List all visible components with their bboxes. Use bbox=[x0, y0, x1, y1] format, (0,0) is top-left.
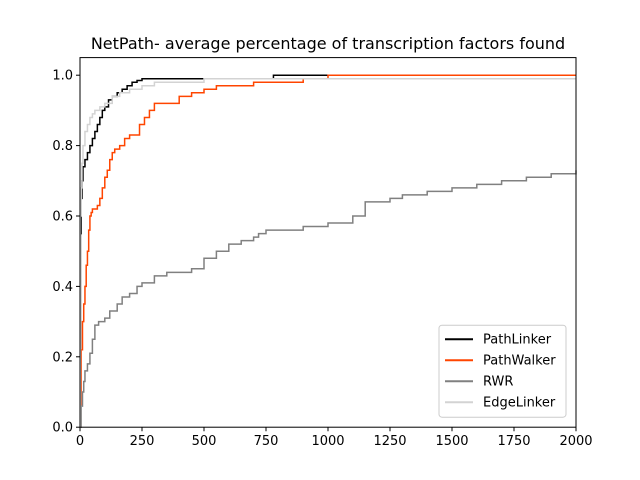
legend: PathLinker PathWalker RWR EdgeLinker bbox=[438, 324, 567, 418]
series-line-rwr bbox=[80, 170, 577, 428]
legend-label: RWR bbox=[483, 375, 513, 390]
y-tick-label: 1.0 bbox=[52, 69, 73, 84]
y-tick-label: 0.0 bbox=[52, 421, 73, 436]
x-tick-label: 1500 bbox=[435, 434, 468, 449]
legend-label: EdgeLinker bbox=[483, 396, 556, 411]
series-line-edgelinker bbox=[79, 77, 576, 428]
series-layer bbox=[79, 74, 577, 428]
x-tick-label: 1750 bbox=[497, 434, 530, 449]
y-tick-label: 0.8 bbox=[52, 139, 73, 154]
x-axis: 0 250 500 750 1000 1250 1500 1750 2000 bbox=[76, 427, 593, 449]
y-tick-label: 0.2 bbox=[52, 350, 73, 365]
y-tick-label: 0.6 bbox=[52, 210, 73, 225]
y-tick-label: 0.4 bbox=[52, 280, 73, 295]
x-tick-label: 1250 bbox=[373, 434, 406, 449]
series-line-pathlinker bbox=[79, 74, 576, 428]
x-tick-label: 250 bbox=[130, 434, 155, 449]
chart-title: NetPath- average percentage of transcrip… bbox=[91, 34, 565, 53]
x-tick-label: 1000 bbox=[311, 434, 344, 449]
legend-box bbox=[438, 324, 567, 418]
x-tick-label: 2000 bbox=[559, 434, 592, 449]
x-tick-label: 0 bbox=[76, 434, 84, 449]
series-line-pathwalker bbox=[80, 74, 576, 428]
y-axis: 0.0 0.2 0.4 0.6 0.8 1.0 bbox=[52, 69, 80, 436]
legend-label: PathLinker bbox=[483, 333, 552, 348]
x-tick-label: 500 bbox=[192, 434, 217, 449]
legend-label: PathWalker bbox=[483, 354, 556, 369]
x-tick-label: 750 bbox=[254, 434, 279, 449]
